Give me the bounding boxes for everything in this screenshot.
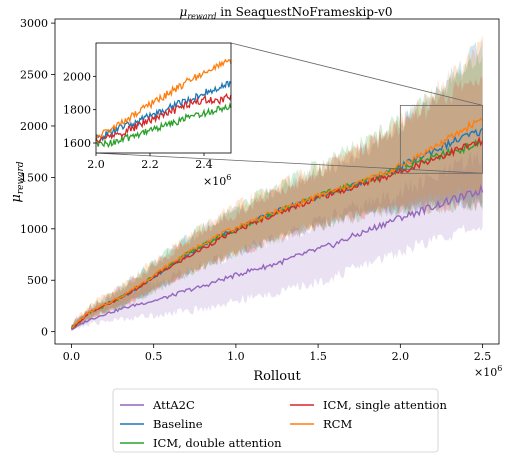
x-axis-multiplier: ×106 — [474, 364, 502, 379]
inset-frame — [95, 42, 232, 154]
zoom-connector — [95, 152, 483, 174]
legend-item-icm-single-attention: ICM, single attention — [290, 398, 447, 412]
y-tick-label: 1500 — [20, 171, 48, 184]
legend: AttA2C Baseline ICM, double attention ICM, … — [112, 388, 447, 453]
y-axis-label: μreward — [9, 161, 26, 202]
inset-x-multiplier-base: ×10 — [203, 175, 226, 188]
zoom-indicator — [95, 42, 483, 174]
y-tick-label: 2000 — [20, 120, 48, 133]
zoom-connector — [230, 42, 483, 106]
title-symbol-subscript: reward — [187, 12, 216, 21]
legend-label: RCM — [323, 417, 352, 431]
inset-line-icm-single-attention — [95, 92, 232, 144]
y-label-symbol: μ — [9, 194, 24, 202]
inset-chart: 2.0 2.2 2.4 1600 1800 2000 ×106 — [63, 42, 232, 188]
x-tick-label: 0.5 — [145, 350, 163, 363]
x-tick-label: 2.0 — [392, 350, 410, 363]
plot-frame — [54, 18, 500, 345]
band-baseline — [71, 38, 483, 331]
x-tick-label: 2.5 — [474, 350, 492, 363]
inset-x-tick-label: 2.0 — [87, 158, 105, 171]
y-tick-label: 1000 — [20, 223, 48, 236]
series-line-rcm — [71, 117, 484, 329]
x-multiplier-exponent: 6 — [497, 364, 502, 373]
y-tick-label: 0 — [41, 326, 48, 339]
inset-x-multiplier-exponent: 6 — [226, 173, 231, 182]
legend-item-atta2c: AttA2C — [120, 398, 195, 412]
legend-label: AttA2C — [152, 398, 195, 412]
inset-line-rcm — [95, 58, 232, 139]
y-tick-label: 2500 — [20, 69, 48, 82]
band-icm-single-attention — [71, 76, 483, 331]
series-lines — [70, 117, 484, 331]
x-tick-label: 0.0 — [63, 350, 81, 363]
y-tick-label: 500 — [27, 274, 48, 287]
legend-item-icm-double-attention: ICM, double attention — [120, 436, 282, 450]
inset-x-tick-label: 2.2 — [141, 158, 159, 171]
title-rest: in SeaquestNoFrameskip-v0 — [216, 5, 392, 19]
series-line-atta2c — [71, 184, 484, 331]
x-tick-label: 1.0 — [227, 350, 245, 363]
band-rcm — [71, 34, 483, 329]
title-symbol: μ — [180, 5, 188, 19]
band-atta2c — [71, 144, 483, 331]
inset-x-multiplier: ×106 — [203, 173, 231, 188]
x-tick-label: 1.5 — [309, 350, 327, 363]
inset-y-ticks: 1600 1800 2000 — [63, 70, 96, 150]
x-axis-ticks: 0.0 0.5 1.0 1.5 2.0 2.5 — [63, 344, 492, 363]
legend-label: ICM, single attention — [323, 398, 447, 412]
inset-line-icm-double-attention — [95, 102, 232, 149]
zoom-region — [399, 104, 483, 174]
legend-label: Baseline — [153, 417, 203, 431]
x-axis-label: Rollout — [253, 369, 301, 384]
inset-line-baseline — [95, 80, 232, 142]
legend-label: ICM, double attention — [153, 436, 282, 450]
y-label-subscript: reward — [16, 161, 26, 194]
legend-item-baseline: Baseline — [120, 417, 203, 431]
y-tick-label: 3000 — [20, 17, 48, 30]
x-multiplier-base: ×10 — [474, 366, 497, 379]
legend-item-rcm: RCM — [290, 417, 352, 431]
legend-box — [112, 388, 439, 453]
y-axis-ticks: 0 500 1000 1500 2000 2500 3000 — [20, 17, 55, 339]
inset-series-lines — [95, 58, 232, 149]
inset-x-tick-label: 2.4 — [195, 158, 213, 171]
inset-y-tick-label: 2000 — [63, 70, 91, 83]
inset-y-tick-label: 1800 — [63, 104, 91, 117]
chart-title: μreward in SeaquestNoFrameskip-v0 — [180, 5, 393, 21]
inset-y-tick-label: 1600 — [63, 137, 91, 150]
inset-x-ticks: 2.0 2.2 2.4 — [87, 153, 213, 171]
